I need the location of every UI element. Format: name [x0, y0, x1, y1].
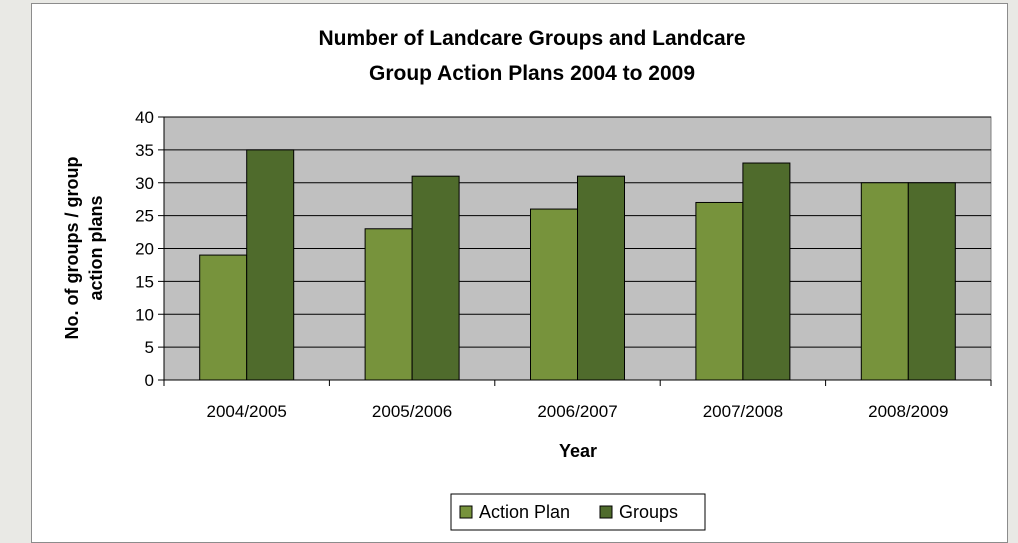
x-tick-labels: 2004/2005 2005/2006 2006/2007 2007/2008 2008…	[207, 402, 949, 421]
legend-box	[450, 493, 706, 531]
y-axis-title: No. of groups / group action plans	[62, 157, 106, 340]
bar-groups-2004-2005	[246, 149, 295, 381]
x-tick-label: 2007/2008	[703, 402, 783, 421]
y-axis-title-line-1: No. of groups / group	[62, 157, 82, 340]
chart-title-line-1: Number of Landcare Groups and Landcare	[318, 27, 745, 50]
bar-groups-2007-2008	[742, 162, 791, 381]
axes	[158, 116, 992, 386]
bar-action-plan-2007-2008	[695, 201, 744, 381]
bar-groups-2005-2006	[411, 175, 460, 381]
x-tick-label: 2006/2007	[537, 402, 617, 421]
x-tick-label: 2004/2005	[207, 402, 287, 421]
y-tick-label: 10	[135, 305, 154, 324]
bar-groups-2006-2007	[577, 175, 625, 381]
legend-label-groups: Groups	[619, 502, 678, 522]
bar-action-plan-2004-2005	[199, 254, 248, 381]
y-tick-label: 15	[135, 272, 154, 291]
chart-title-line-2: Group Action Plans 2004 to 2009	[369, 62, 695, 85]
y-tick-label: 5	[145, 338, 154, 357]
legend-swatch-groups	[599, 505, 613, 519]
legend-swatch-action-plan	[459, 505, 473, 519]
x-tick-label: 2008/2009	[868, 402, 948, 421]
y-tick-labels: 0 5 10 15 20 25 30 35 40	[135, 108, 154, 390]
y-tick-label: 40	[135, 108, 154, 127]
bar-groups-2008-2009	[907, 182, 956, 381]
x-tick-label: 2005/2006	[372, 402, 452, 421]
y-tick-label: 0	[145, 371, 154, 390]
bar-action-plan-2006-2007	[530, 208, 578, 381]
bar-action-plan-2008-2009	[860, 182, 909, 381]
y-tick-label: 30	[135, 174, 154, 193]
y-tick-label: 25	[135, 207, 154, 226]
bars	[199, 149, 956, 381]
x-axis-title: Year	[559, 441, 597, 461]
legend: Action Plan Groups	[450, 493, 706, 531]
y-axis-title-line-2: action plans	[86, 195, 106, 300]
y-tick-label: 35	[135, 141, 154, 160]
y-tick-label: 20	[135, 240, 154, 259]
bar-action-plan-2005-2006	[364, 228, 413, 381]
legend-label-action-plan: Action Plan	[479, 502, 570, 522]
